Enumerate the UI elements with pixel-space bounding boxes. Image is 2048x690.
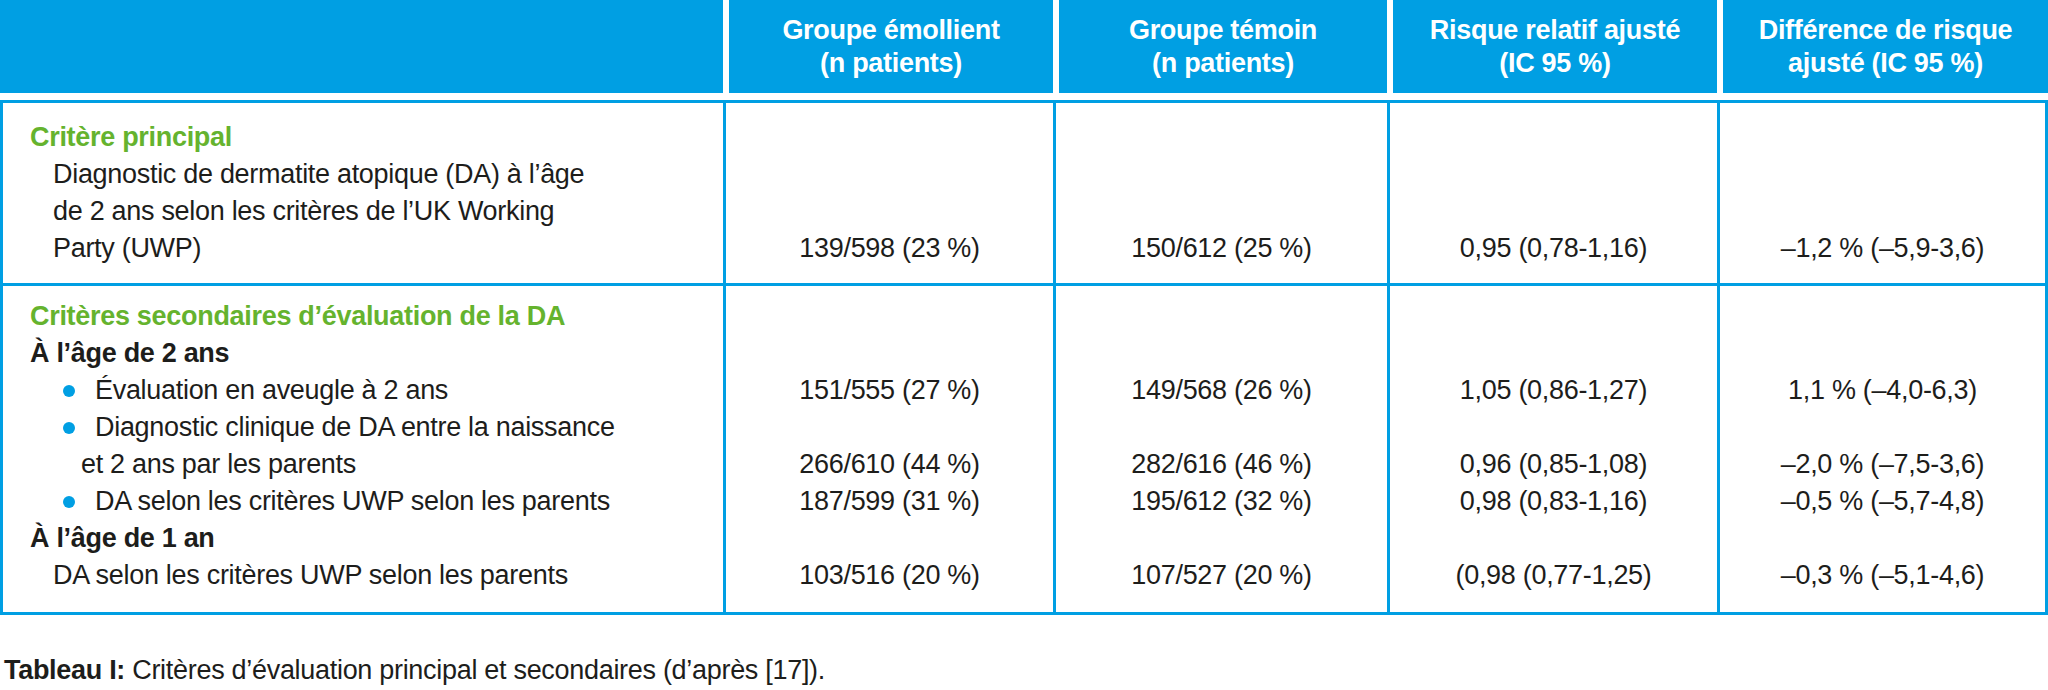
cell-empty — [1717, 520, 2045, 557]
row-label-line: Diagnostic de dermatite atopique (DA) à … — [3, 156, 723, 193]
cell-empty — [723, 520, 1053, 557]
cell-groupe-emollient: 151/555 (27 %) — [723, 372, 1053, 409]
section-title: Critère principal — [3, 119, 723, 156]
table-header-row: Groupe émollient (n patients) Groupe tém… — [0, 0, 2048, 93]
row-label-cell: À l’âge de 1 an — [3, 520, 723, 557]
cell-groupe-emollient: 103/516 (20 %) — [723, 557, 1053, 612]
cell-difference-risque: –1,2 % (–5,9-3,6) — [1717, 156, 2045, 283]
cell-empty — [1053, 103, 1387, 156]
cell-groupe-temoin: 107/527 (20 %) — [1053, 557, 1387, 612]
subheading: À l’âge de 2 ans — [3, 335, 723, 372]
table-caption: Tableau I: Critères d’évaluation princip… — [0, 655, 2048, 685]
header-line: Risque relatif ajusté — [1430, 14, 1680, 47]
cell-groupe-temoin: 150/612 (25 %) — [1053, 156, 1387, 283]
cell-risque-relatif: 0,96 (0,85-1,08) — [1387, 409, 1717, 483]
header-line: Groupe témoin — [1129, 14, 1317, 47]
cell-groupe-emollient: 139/598 (23 %) — [723, 156, 1053, 283]
bullet-icon — [63, 385, 75, 397]
header-col-difference-risque: Différence de risque ajusté (IC 95 %) — [1717, 0, 2048, 93]
cell-groupe-emollient: 187/599 (31 %) — [723, 483, 1053, 520]
row-label-line: Diagnostic clinique de DA entre la naiss… — [95, 409, 615, 446]
cell-groupe-temoin: 149/568 (26 %) — [1053, 372, 1387, 409]
bullet-icon — [63, 422, 75, 434]
cell-difference-risque: –0,5 % (–5,7-4,8) — [1717, 483, 2045, 520]
row-label-cell: DA selon les critères UWP selon les pare… — [3, 557, 723, 612]
cell-empty — [723, 103, 1053, 156]
row-label-cell: Critères secondaires d’évaluation de la … — [3, 286, 723, 335]
header-line: ajusté (IC 95 %) — [1788, 47, 1983, 80]
page: Groupe émollient (n patients) Groupe tém… — [0, 0, 2048, 690]
cell-risque-relatif: 0,95 (0,78-1,16) — [1387, 156, 1717, 283]
cell-empty — [723, 286, 1053, 335]
table-row: DA selon les critères UWP selon les pare… — [3, 483, 2045, 520]
table-row: DA selon les critères UWP selon les pare… — [3, 557, 2045, 612]
header-line: Différence de risque — [1759, 14, 2013, 47]
table-row: Critère principal — [3, 103, 2045, 156]
cell-groupe-temoin: 282/616 (46 %) — [1053, 409, 1387, 483]
table-row: Diagnostic de dermatite atopique (DA) à … — [3, 156, 2045, 283]
table-row: À l’âge de 1 an — [3, 520, 2045, 557]
row-label-line: DA selon les critères UWP selon les pare… — [95, 483, 610, 520]
header-col-groupe-emollient: Groupe émollient (n patients) — [723, 0, 1053, 93]
caption-text: Critères d’évaluation principal et secon… — [125, 655, 825, 685]
row-label-line: Évaluation en aveugle à 2 ans — [95, 372, 448, 409]
cell-empty — [1053, 286, 1387, 335]
caption-label: Tableau I: — [4, 655, 125, 685]
cell-empty — [1387, 335, 1717, 372]
row-label-line: de 2 ans selon les critères de l’UK Work… — [3, 193, 723, 230]
table-row: Évaluation en aveugle à 2 ans 151/555 (2… — [3, 372, 2045, 409]
cell-empty — [1717, 335, 2045, 372]
row-label-cell: À l’âge de 2 ans — [3, 335, 723, 372]
header-line: (n patients) — [1152, 47, 1294, 80]
row-label-line: et 2 ans par les parents — [3, 446, 723, 483]
bullet-icon — [63, 496, 75, 508]
header-line: (IC 95 %) — [1499, 47, 1610, 80]
cell-difference-risque: –2,0 % (–7,5-3,6) — [1717, 409, 2045, 483]
cell-empty — [1387, 286, 1717, 335]
cell-risque-relatif: 1,05 (0,86-1,27) — [1387, 372, 1717, 409]
header-line: (n patients) — [820, 47, 962, 80]
subheading: À l’âge de 1 an — [3, 520, 723, 557]
bullet-row-label: Diagnostic clinique de DA entre la naiss… — [3, 409, 723, 446]
section-critere-principal: Critère principal Diagnostic de dermatit… — [3, 103, 2045, 283]
table-row: Diagnostic clinique de DA entre la naiss… — [3, 409, 2045, 483]
cell-groupe-emollient: 266/610 (44 %) — [723, 409, 1053, 483]
bullet-row-label: Évaluation en aveugle à 2 ans — [3, 372, 723, 409]
header-empty-cell — [0, 0, 723, 93]
row-label-line: Party (UWP) — [3, 230, 723, 267]
cell-empty — [1053, 335, 1387, 372]
cell-difference-risque: 1,1 % (–4,0-6,3) — [1717, 372, 2045, 409]
cell-empty — [723, 335, 1053, 372]
header-line: Groupe émollient — [782, 14, 999, 47]
table-row: Critères secondaires d’évaluation de la … — [3, 286, 2045, 335]
cell-risque-relatif: (0,98 (0,77-1,25) — [1387, 557, 1717, 612]
cell-empty — [1053, 520, 1387, 557]
row-label-cell: Diagnostic clinique de DA entre la naiss… — [3, 409, 723, 483]
row-label-cell: Évaluation en aveugle à 2 ans — [3, 372, 723, 409]
bullet-row-label: DA selon les critères UWP selon les pare… — [3, 483, 723, 520]
row-label-cell: Critère principal — [3, 103, 723, 156]
row-label-cell: Diagnostic de dermatite atopique (DA) à … — [3, 156, 723, 283]
cell-difference-risque: –0,3 % (–5,1-4,6) — [1717, 557, 2045, 612]
header-col-risque-relatif: Risque relatif ajusté (IC 95 %) — [1387, 0, 1717, 93]
header-col-groupe-temoin: Groupe témoin (n patients) — [1053, 0, 1387, 93]
cell-empty — [1387, 520, 1717, 557]
table-row: À l’âge de 2 ans — [3, 335, 2045, 372]
table-body: Critère principal Diagnostic de dermatit… — [0, 100, 2048, 615]
cell-empty — [1717, 103, 2045, 156]
cell-groupe-temoin: 195/612 (32 %) — [1053, 483, 1387, 520]
row-label-cell: DA selon les critères UWP selon les pare… — [3, 483, 723, 520]
row-label-line: DA selon les critères UWP selon les pare… — [3, 557, 723, 594]
cell-risque-relatif: 0,98 (0,83-1,16) — [1387, 483, 1717, 520]
section-title: Critères secondaires d’évaluation de la … — [3, 298, 723, 335]
cell-empty — [1717, 286, 2045, 335]
cell-empty — [1387, 103, 1717, 156]
section-criteres-secondaires: Critères secondaires d’évaluation de la … — [3, 283, 2045, 612]
